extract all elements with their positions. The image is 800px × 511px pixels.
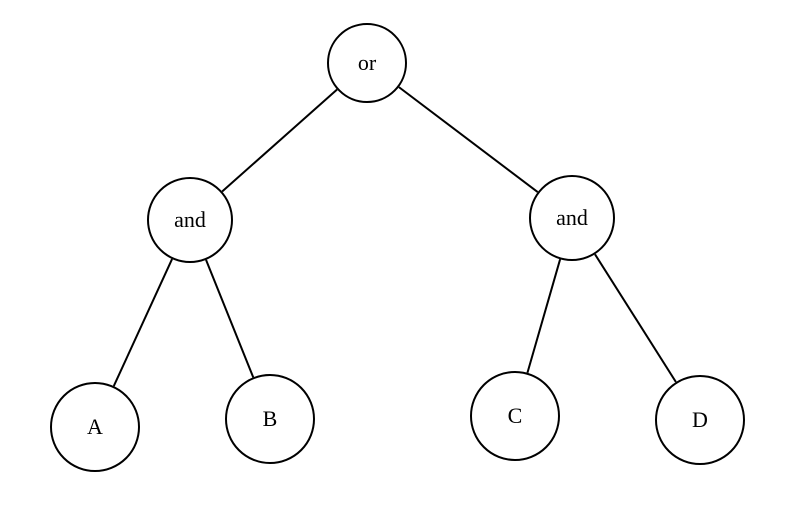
tree-node-label: C	[508, 403, 523, 429]
tree-edge	[527, 259, 560, 372]
tree-node-and_r: and	[529, 175, 615, 261]
tree-node-root: or	[327, 23, 407, 103]
tree-node-label: and	[556, 205, 588, 231]
tree-edge	[399, 87, 538, 192]
tree-node-label: or	[358, 50, 376, 76]
tree-edge	[206, 260, 253, 377]
tree-node-and_l: and	[147, 177, 233, 263]
tree-node-c: C	[470, 371, 560, 461]
tree-node-d: D	[655, 375, 745, 465]
tree-edge	[595, 254, 676, 382]
tree-edge	[114, 259, 172, 386]
tree-node-label: B	[263, 406, 278, 432]
tree-node-label: D	[692, 407, 708, 433]
tree-edge	[222, 90, 337, 192]
tree-node-a: A	[50, 382, 140, 472]
tree-node-label: and	[174, 207, 206, 233]
tree-node-label: A	[87, 414, 103, 440]
tree-node-b: B	[225, 374, 315, 464]
